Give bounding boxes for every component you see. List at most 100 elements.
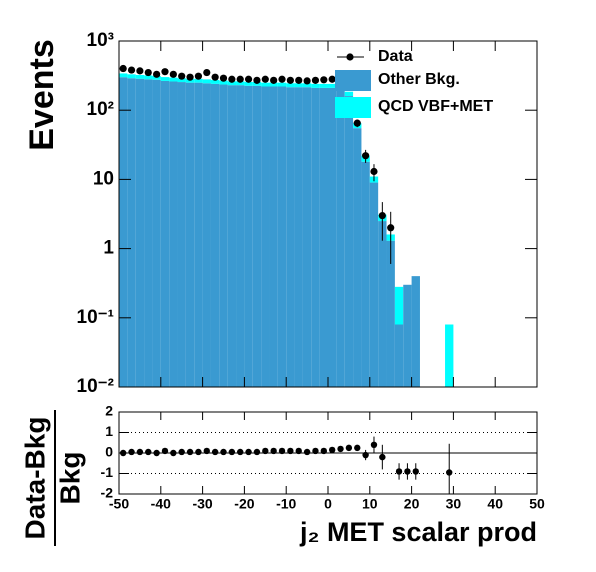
data-point [354, 444, 361, 452]
ratio-label-denominator: Bkg [54, 452, 85, 505]
data-point [311, 76, 320, 84]
hist-bar [144, 79, 153, 388]
hist-bar [319, 83, 328, 88]
data-point [253, 76, 261, 84]
x-tick-label: 30 [446, 496, 462, 512]
y-tick-label: -1 [101, 464, 114, 480]
hist-bar [177, 82, 186, 388]
data-point [211, 73, 219, 81]
data-point [153, 449, 160, 457]
y-tick-label: 10⁻² [77, 376, 115, 397]
hist-bar [236, 81, 245, 86]
hist-bar [261, 82, 270, 87]
hist-bar [294, 83, 303, 88]
hist-bar [269, 82, 278, 87]
data-point [287, 447, 294, 455]
hist-bar [319, 87, 328, 387]
hist-bar [194, 78, 203, 83]
data-point [127, 66, 136, 74]
x-tick-label: 0 [324, 496, 332, 512]
data-point [328, 446, 336, 454]
y-tick-label: 10 [93, 168, 114, 189]
data-point [186, 73, 194, 81]
hist-bar [244, 85, 253, 387]
hist-bar [152, 79, 161, 387]
hist-bar [219, 84, 228, 388]
x-tick-label: -20 [234, 496, 254, 512]
hist-bar [445, 324, 454, 387]
data-point [353, 119, 361, 127]
hist-bar [227, 81, 237, 86]
data-point [219, 74, 228, 82]
data-point [236, 75, 244, 83]
hist-bar [403, 284, 412, 387]
data-point [237, 448, 244, 456]
data-point [270, 76, 278, 84]
hist-bar [294, 87, 303, 388]
y-tick-label: 0 [105, 444, 113, 460]
hist-bar [386, 240, 395, 387]
data-point [303, 448, 311, 456]
data-point [320, 447, 328, 455]
data-point [312, 447, 319, 455]
data-point [203, 447, 210, 455]
hist-bar [261, 86, 270, 388]
data-point [145, 448, 152, 456]
hist-bar [236, 85, 245, 388]
hist-bar [369, 182, 379, 387]
data-point [286, 76, 294, 84]
hist-bar [127, 78, 136, 387]
data-point [412, 468, 419, 475]
data-point [245, 448, 252, 456]
data-point [337, 445, 344, 453]
x-axis-label: j₂ MET scalar prod [299, 517, 537, 547]
hist-bar [311, 87, 320, 387]
hist-bar [252, 85, 262, 387]
hist-bar [177, 78, 186, 83]
hist-bar [169, 81, 178, 388]
data-point [244, 75, 253, 83]
y-tick-label: 10³ [87, 30, 114, 51]
legend-label: Data [378, 48, 413, 65]
legend-swatch [335, 97, 371, 118]
data-point [153, 70, 161, 78]
x-tick-label: 40 [487, 496, 503, 512]
y-tick-label: 1 [103, 238, 114, 259]
hist-bar [353, 128, 362, 387]
data-point [220, 448, 227, 456]
hist-bar [185, 82, 195, 388]
data-point [261, 75, 269, 83]
legend-marker [346, 53, 354, 61]
data-point [295, 447, 302, 455]
data-point [345, 444, 353, 452]
hist-bar [135, 74, 145, 79]
data-point [228, 75, 236, 83]
y-tick-label: 2 [105, 403, 113, 419]
hist-bar [394, 286, 404, 325]
legend-label: QCD VBF+MET [378, 98, 493, 115]
data-point [253, 448, 261, 456]
y-tick-label: 1 [105, 423, 113, 439]
hist-bar [302, 83, 312, 88]
data-point [278, 75, 286, 83]
hist-bar [210, 80, 220, 84]
data-point [362, 451, 369, 459]
hist-bar [344, 91, 354, 97]
hist-bar [277, 82, 287, 87]
x-tick-label: -10 [276, 496, 296, 512]
hist-bar [302, 87, 312, 388]
x-tick-label: 10 [362, 496, 378, 512]
data-point [178, 72, 186, 80]
data-point [404, 468, 411, 475]
x-tick-label: -30 [192, 496, 212, 512]
data-point [119, 64, 127, 73]
data-point [278, 447, 286, 455]
data-point [161, 68, 169, 76]
hist-bar [127, 74, 136, 79]
data-point [178, 448, 185, 456]
x-tick-label: 50 [529, 496, 545, 512]
hist-bar [344, 96, 354, 388]
data-point [370, 441, 378, 448]
hist-bar [202, 79, 211, 84]
